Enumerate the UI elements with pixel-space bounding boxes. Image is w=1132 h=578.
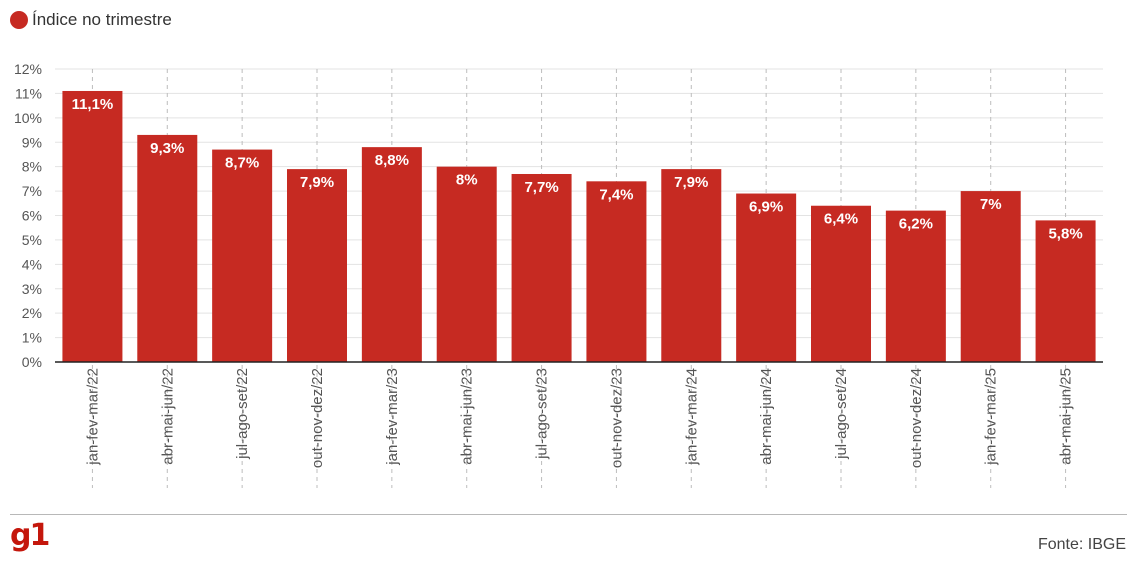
x-tick-label: jan-fev-mar/24 bbox=[683, 368, 700, 466]
bar-value-label: 7% bbox=[980, 196, 1002, 213]
bar-value-label: 7,9% bbox=[674, 174, 708, 191]
bar bbox=[960, 191, 1021, 362]
x-tick-label: abr-mai-jun/22 bbox=[159, 368, 176, 465]
bar-value-label: 11,1% bbox=[72, 96, 114, 113]
bar bbox=[586, 181, 647, 362]
bar-value-label: 6,9% bbox=[749, 199, 783, 216]
bar bbox=[62, 90, 123, 362]
bar bbox=[361, 147, 422, 362]
x-tick-label: out-nov-dez/24 bbox=[908, 368, 925, 468]
bar bbox=[511, 173, 572, 362]
x-tick-label: jul-ago-set/24 bbox=[833, 368, 850, 460]
y-tick-label: 9% bbox=[22, 134, 42, 150]
bar bbox=[436, 166, 497, 362]
x-tick-label: jan-fev-mar/25 bbox=[983, 368, 1000, 466]
y-tick-label: 2% bbox=[22, 305, 42, 321]
y-tick-label: 0% bbox=[22, 354, 42, 370]
source-note: Fonte: IBGE bbox=[1037, 536, 1126, 553]
bar-value-label: 8,7% bbox=[225, 155, 259, 172]
x-tick-label: out-nov-dez/23 bbox=[608, 368, 625, 468]
y-tick-label: 3% bbox=[22, 281, 42, 297]
footer-divider bbox=[10, 514, 1127, 515]
y-tick-label: 8% bbox=[22, 159, 42, 175]
x-tick-label: jan-fev-mar/22 bbox=[84, 368, 101, 466]
bar-value-label: 7,7% bbox=[524, 179, 558, 196]
bar-value-label: 8,8% bbox=[375, 152, 409, 169]
bar bbox=[885, 210, 946, 362]
legend-swatch-icon bbox=[10, 11, 28, 29]
bar bbox=[287, 169, 347, 362]
g1-logo: g1 bbox=[10, 518, 50, 553]
y-tick-label: 5% bbox=[22, 232, 42, 248]
bar-value-label: 5,8% bbox=[1048, 225, 1082, 242]
bar-value-label: 6,2% bbox=[899, 216, 933, 233]
bar-value-label: 6,4% bbox=[824, 211, 858, 228]
x-tick-label: abr-mai-jun/24 bbox=[758, 368, 775, 465]
x-tick-label: out-nov-dez/22 bbox=[309, 368, 326, 468]
legend-label: Índice no trimestre bbox=[32, 10, 172, 29]
x-tick-label: abr-mai-jun/23 bbox=[459, 368, 476, 465]
y-tick-label: 11% bbox=[15, 85, 42, 101]
y-tick-label: 12% bbox=[14, 61, 42, 77]
x-tick-label: jul-ago-set/23 bbox=[534, 368, 551, 460]
x-tick-label: abr-mai-jun/25 bbox=[1058, 368, 1075, 465]
bar-value-label: 9,3% bbox=[150, 140, 184, 157]
y-tick-label: 7% bbox=[22, 183, 42, 199]
bar bbox=[661, 169, 722, 362]
bar bbox=[1035, 220, 1096, 362]
y-tick-label: 1% bbox=[22, 330, 42, 346]
legend: Índice no trimestre bbox=[10, 10, 172, 30]
x-tick-label: jul-ago-set/22 bbox=[234, 368, 251, 460]
bar-value-label: 7,9% bbox=[300, 174, 334, 191]
bar-value-label: 7,4% bbox=[599, 186, 633, 203]
x-tick-label: jan-fev-mar/23 bbox=[384, 368, 401, 466]
y-tick-label: 6% bbox=[22, 208, 42, 224]
bar bbox=[736, 193, 797, 362]
bar bbox=[212, 149, 273, 362]
y-tick-label: 10% bbox=[14, 110, 42, 126]
bar-value-label: 8% bbox=[456, 172, 478, 189]
bar bbox=[137, 134, 198, 362]
y-tick-label: 4% bbox=[22, 256, 42, 272]
bar bbox=[811, 205, 871, 362]
